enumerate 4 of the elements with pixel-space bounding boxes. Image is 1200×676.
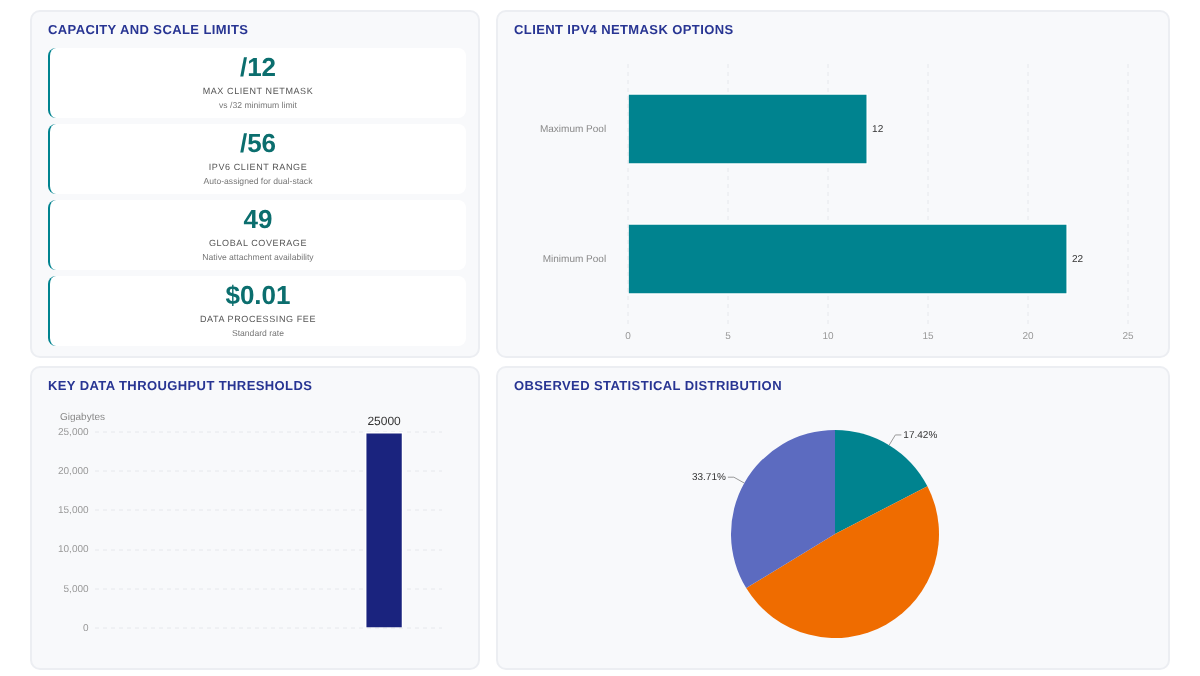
text: 49 <box>241 204 275 234</box>
text: /56 <box>237 128 279 158</box>
text: /12 <box>237 52 279 82</box>
text: $0.01 <box>223 280 293 310</box>
